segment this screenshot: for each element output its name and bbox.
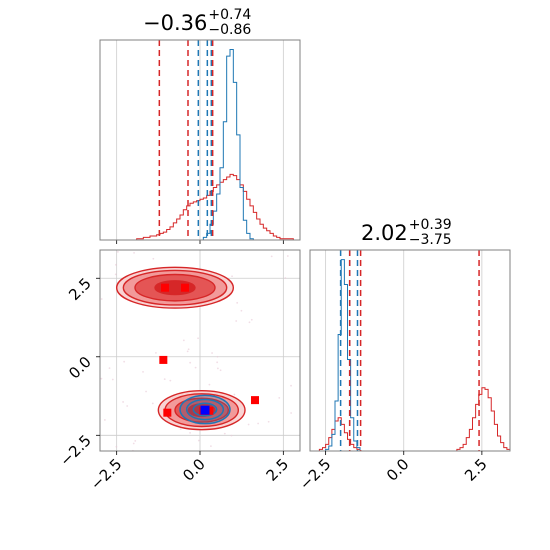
sample-point	[278, 396, 281, 399]
sample-point	[236, 301, 239, 304]
sample-point	[163, 378, 166, 381]
sample-point	[286, 255, 289, 257]
sample-point	[197, 439, 200, 442]
contour-blue-2	[192, 402, 218, 417]
sample-point	[182, 339, 185, 342]
title-1-minus: −3.75	[408, 232, 452, 248]
title-param-0: −0.36 +0.74 −0.86	[143, 8, 251, 38]
sample-point	[270, 255, 273, 258]
sample-point	[230, 434, 233, 437]
sample-point	[219, 369, 222, 372]
marker-red-3	[163, 408, 172, 417]
sample-point	[186, 350, 189, 353]
sample-point	[100, 377, 103, 380]
sample-point	[197, 337, 199, 340]
marker-red-1	[181, 283, 189, 292]
hist-p0-blue	[113, 49, 300, 240]
sample-point	[233, 393, 236, 396]
sample-point	[115, 263, 117, 266]
panel-hist-p0	[99, 39, 301, 244]
sample-point	[247, 423, 250, 426]
sample-point	[290, 412, 293, 414]
sample-point	[194, 366, 197, 369]
sample-point	[134, 440, 137, 442]
sample-point	[208, 383, 211, 386]
sample-point	[189, 361, 192, 364]
sample-point	[240, 309, 243, 312]
contour-blue-1	[185, 398, 225, 421]
frame-hist-p0	[99, 39, 301, 241]
sample-point	[179, 428, 182, 430]
sample-point	[122, 401, 124, 403]
tick-label-x-p1-0: −2.5	[296, 455, 334, 493]
sample-point	[189, 431, 191, 434]
title-1-plus: +0.39	[408, 217, 452, 233]
sample-point	[187, 348, 190, 351]
sample-point	[111, 378, 114, 381]
frame-hist-p1	[309, 249, 511, 452]
hist-p1-blue	[313, 259, 510, 451]
sample-point	[116, 250, 119, 253]
sample-point	[142, 370, 144, 373]
sample-point	[115, 445, 118, 448]
title-param-1: 2.02 +0.39 −3.75	[361, 218, 452, 248]
title-0-value: −0.36	[143, 10, 208, 35]
sample-point	[223, 432, 226, 435]
panel-hist-p1: −2.5 0.0 2.5	[296, 249, 511, 494]
sample-point	[231, 275, 233, 278]
sample-point	[108, 367, 111, 370]
hist-p1-red	[313, 387, 510, 451]
sample-point	[151, 402, 154, 405]
sample-point	[100, 298, 103, 300]
sample-point	[132, 442, 135, 445]
tick-label-x-p1-1: 0.0	[383, 455, 413, 485]
sample-point	[284, 277, 287, 279]
sample-point	[103, 419, 106, 421]
sample-point	[267, 420, 270, 423]
sample-point	[210, 445, 212, 448]
tick-label-x-2d-2: 2.5	[263, 455, 293, 485]
sample-point	[290, 384, 292, 387]
sample-point	[114, 273, 117, 276]
sample-point	[248, 321, 251, 324]
sample-point	[133, 251, 135, 254]
marker-red-2	[159, 355, 168, 364]
title-0-plus: +0.74	[208, 7, 252, 23]
sample-point	[169, 379, 172, 382]
panel-2d: −2.5−2.5 0.0 0.0 2.5 2.5	[56, 249, 301, 494]
sample-point	[126, 405, 129, 407]
tick-label-y-2d-0: −2.5	[56, 431, 94, 469]
sample-point	[216, 367, 219, 370]
sample-point	[152, 257, 155, 260]
sample-point	[216, 361, 219, 364]
marker-blue-0	[200, 405, 210, 415]
tick-label-y-2d-1: 0.0	[65, 353, 95, 383]
sample-point	[250, 318, 253, 321]
sample-point	[145, 390, 147, 393]
tick-label-x-2d-0: −2.5	[87, 455, 125, 493]
marker-red-4	[251, 396, 259, 405]
sample-point	[257, 422, 260, 425]
tick-label-x-p1-2: 2.5	[461, 455, 491, 485]
hist-p0-red	[113, 173, 300, 240]
sample-point	[235, 320, 238, 322]
title-1-value: 2.02	[361, 220, 408, 245]
tick-label-x-2d-1: 0.0	[179, 455, 209, 485]
tick-label-y-2d-2: 2.5	[65, 274, 95, 304]
title-0-minus: −0.86	[208, 22, 252, 38]
sample-point	[216, 355, 219, 358]
sample-point	[123, 360, 126, 363]
marker-red-0	[161, 283, 169, 292]
sample-point	[211, 352, 213, 354]
sample-point	[155, 351, 157, 354]
